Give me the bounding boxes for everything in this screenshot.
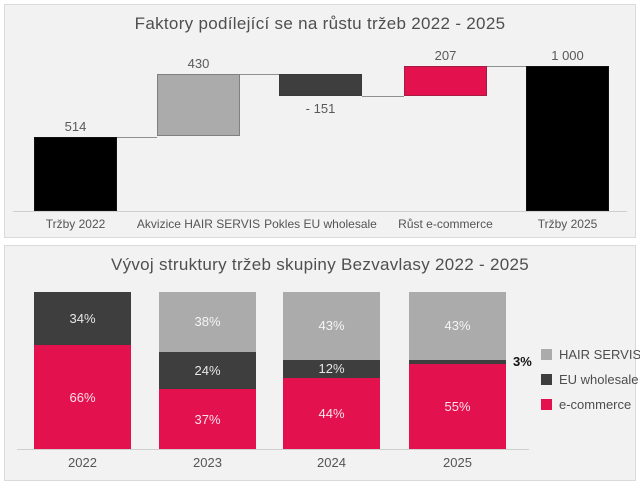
legend-item-label: HAIR SERVIS: [559, 347, 640, 362]
waterfall-value-label: 430: [187, 56, 210, 72]
stacked-chart-title: Vývoj struktury tržeb skupiny Bezvavlasy…: [110, 255, 530, 274]
waterfall-bar-akvizice-hair-servis: [157, 74, 240, 137]
waterfall-baseline: [13, 211, 627, 212]
segment-percent-label: 44%: [318, 406, 345, 422]
waterfall-connector: [117, 136, 157, 138]
waterfall-value-label: 514: [64, 118, 87, 134]
stacked-segment-e-commerce: 37%: [159, 389, 256, 449]
stacked-segment-hair-servis: 38%: [159, 292, 256, 352]
segment-percent-label: 12%: [318, 361, 345, 377]
legend-item-label: e-commerce: [559, 397, 632, 412]
waterfall-plot-area: 514 Tržby 2022 430 Akvizice HAIR SERVIS - 15…: [5, 5, 635, 237]
stacked-baseline: [17, 449, 529, 450]
waterfall-chart-title: Faktory podílející se na růstu tržeb 202…: [134, 14, 506, 33]
year-label: 2025: [443, 455, 472, 470]
waterfall-value-label: 207: [434, 48, 457, 63]
stacked-segment-e-commerce: 44%: [283, 378, 380, 449]
legend-swatch-icon: [541, 349, 552, 360]
stacked-chart-panel: Vývoj struktury tržeb skupiny Bezvavlasy…: [4, 245, 640, 481]
stacked-plot-area: 34% 66% 2022 38% 24% 37% 2023 43% 12% 44% 2024 43% 3…: [5, 246, 635, 480]
legend-item-hair-servis: HAIR SERVIS: [541, 347, 640, 362]
legend-item-e-commerce: e-commerce: [541, 397, 631, 412]
waterfall-bar-tr-by-2022: [34, 136, 117, 211]
waterfall-category-label: Růst e-commerce: [398, 217, 493, 231]
waterfall-category-label: Akvizice HAIR SERVIS: [136, 217, 261, 231]
stacked-segment-eu-wholesale: 34%: [34, 292, 131, 346]
waterfall-chart-panel: Faktory podílející se na růstu tržeb 202…: [4, 4, 636, 238]
stacked-segment-e-commerce: 55%: [409, 364, 506, 449]
waterfall-value-label: - 151: [305, 101, 336, 116]
segment-percent-label: 55%: [444, 399, 471, 415]
segment-percent-label: 34%: [69, 311, 96, 327]
waterfall-category-label: Tržby 2022: [45, 217, 106, 231]
legend-swatch-icon: [541, 374, 552, 385]
year-label: 2022: [68, 455, 97, 470]
legend-swatch-icon: [541, 399, 552, 410]
year-label: 2024: [317, 455, 346, 470]
stacked-segment-eu-wholesale: 12%: [283, 359, 380, 379]
segment-percent-label: 43%: [444, 318, 471, 334]
segment-percent-label-outside: 3%: [513, 353, 532, 369]
waterfall-value-label: 1 000: [551, 48, 584, 63]
waterfall-bar-pokles-eu-wholesale: [279, 74, 362, 96]
segment-percent-label: 37%: [194, 411, 221, 427]
chart-legend: HAIR SERVIS EU wholesale e-commerce: [5, 246, 640, 480]
stacked-segment-hair-servis: 43%: [409, 292, 506, 360]
segment-percent-label: 66%: [69, 389, 96, 405]
year-label: 2023: [193, 455, 222, 470]
stacked-segment-eu-wholesale: [409, 359, 506, 365]
waterfall-bar-r-st-e-commerce: [404, 66, 487, 96]
stacked-segment-hair-servis: 43%: [283, 292, 380, 360]
stacked-segment-e-commerce: 66%: [34, 345, 131, 449]
waterfall-connector: [362, 96, 404, 97]
legend-item-eu-wholesale: EU wholesale: [541, 372, 639, 387]
stacked-segment-eu-wholesale: 24%: [159, 351, 256, 390]
legend-item-label: EU wholesale: [559, 372, 639, 387]
waterfall-bar-tr-by-2025: [526, 66, 609, 211]
waterfall-category-label: Tržby 2025: [537, 217, 598, 231]
segment-percent-label: 38%: [194, 314, 221, 330]
segment-percent-label: 43%: [318, 318, 345, 334]
segment-percent-label: 24%: [194, 363, 221, 379]
waterfall-category-label: Pokles EU wholesale: [264, 217, 377, 231]
waterfall-connector: [240, 74, 279, 76]
waterfall-connector: [487, 66, 526, 67]
